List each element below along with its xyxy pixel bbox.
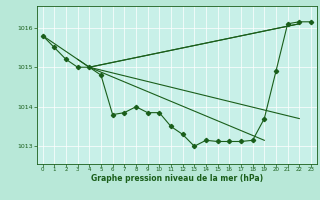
X-axis label: Graphe pression niveau de la mer (hPa): Graphe pression niveau de la mer (hPa) <box>91 174 263 183</box>
